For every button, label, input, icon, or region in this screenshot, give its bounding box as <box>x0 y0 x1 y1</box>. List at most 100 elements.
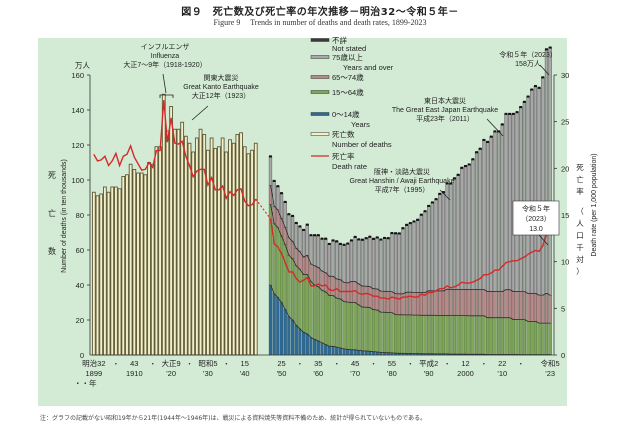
bar-cap-1986 <box>412 220 416 223</box>
x-tick-label-1965: ・ <box>333 361 340 368</box>
bar-age15_64-2020 <box>537 322 541 355</box>
bar-age15_64-1992 <box>434 315 438 355</box>
bar-age0_14-1947 <box>268 284 273 356</box>
bar-age65_74-2015 <box>519 291 523 320</box>
legend-label-age15_64: 15～64歳 <box>332 87 364 97</box>
annotation-kanto-line: 大正12年（1923） <box>192 91 250 100</box>
bar-age65_74-2019 <box>533 293 538 322</box>
bar-age15_64-1970 <box>353 302 357 350</box>
bar-total-1936 <box>228 139 232 356</box>
bar-cap-1990 <box>427 204 431 207</box>
bar-cap-1960 <box>316 234 320 236</box>
bar-age65_74-1955 <box>298 251 302 270</box>
bar-cap-1954 <box>294 221 298 224</box>
bar-age65_74-2023 <box>548 294 552 324</box>
bar-age75plus-2008 <box>493 132 497 292</box>
bar-age75plus-1969 <box>349 241 354 282</box>
bar-age0_14-1962 <box>324 344 328 356</box>
bar-age0_14-1955 <box>298 328 302 356</box>
bar-age0_14-1964 <box>331 346 335 356</box>
right-tick-label-15: 15 <box>561 211 569 220</box>
right-axis-label-jp-char: ） <box>576 267 584 276</box>
bar-age15_64-1976 <box>375 309 379 353</box>
chart-title-en: Figure 9 Trends in number of deaths and … <box>213 18 427 27</box>
bar-cap-2002 <box>471 158 475 160</box>
bar-age75plus-1976 <box>375 238 379 290</box>
annotation-influenza-line: Influenza <box>151 53 180 60</box>
bar-age65_74-2022 <box>544 293 549 324</box>
annotation-hanshin-line: Great Hanshin / Awaji Earthquake <box>350 178 455 185</box>
bar-age65_74-1982 <box>397 293 401 315</box>
left-tick-label-160: 160 <box>71 71 84 80</box>
right-axis-label-en: Death rate (per 1,000 population) <box>591 153 598 256</box>
bar-age65_74-2018 <box>530 293 534 322</box>
x-tick-label-1915: ・ <box>149 361 156 368</box>
boundary-age15_64 <box>270 204 551 324</box>
bar-age75plus-1964 <box>331 241 335 277</box>
bar-age65_74-1972 <box>360 285 365 308</box>
x-tick-label-2023: 令和5 <box>541 358 560 368</box>
bar-age75plus-1957 <box>305 225 309 256</box>
bar-cap-2019 <box>534 85 537 87</box>
bar-age15_64-1982 <box>397 314 401 354</box>
bar-total-1920 <box>169 106 174 356</box>
left-tick-label-20: 20 <box>76 316 84 325</box>
bar-total-1902 <box>102 186 107 356</box>
bar-total-1928 <box>198 128 203 356</box>
bar-age65_74-2017 <box>526 293 530 322</box>
reiwa-deaths-arrow <box>539 64 550 76</box>
bar-age75plus-2018 <box>530 90 534 294</box>
bar-cap-2010 <box>500 123 504 125</box>
legend-swatch-age15_64 <box>310 90 330 94</box>
bar-age75plus-1978 <box>382 238 387 292</box>
bar-total-1923 <box>180 121 185 356</box>
bar-age15_64-2012 <box>508 317 512 355</box>
legend-label-age65_74: 65～74歳 <box>332 72 364 82</box>
bar-age75plus-1992 <box>434 199 438 292</box>
bar-age0_14-1968 <box>346 349 350 356</box>
bar-age15_64-1975 <box>371 309 376 352</box>
bar-age15_64-1994 <box>441 315 446 355</box>
bar-age15_64-2019 <box>533 321 538 355</box>
bar-age15_64-1954 <box>294 265 298 326</box>
influenza-bracket <box>159 94 174 98</box>
bar-age65_74-1984 <box>405 291 409 316</box>
bar-age65_74-1956 <box>301 256 306 275</box>
x-tick-label-1935: ・ <box>223 361 230 368</box>
bar-age15_64-1985 <box>408 314 412 354</box>
legend-label-age0_14: 0～14歳 <box>332 109 360 119</box>
rate-line-prewar <box>93 100 257 207</box>
right-axis-label-jp-char: 死 <box>576 163 584 172</box>
bar-cap-1967 <box>342 243 346 246</box>
bar-cap-1957 <box>305 223 309 226</box>
bar-age75plus-1953 <box>290 216 295 242</box>
bar-cap-1966 <box>338 242 342 245</box>
bar-age0_14-1963 <box>327 346 331 356</box>
bar-total-1925 <box>187 142 192 356</box>
bar-cap-1977 <box>379 238 383 241</box>
legend-sublabel-rate: Death rate <box>332 162 367 171</box>
bar-age75plus-1954 <box>294 223 298 249</box>
bar-age65_74-2016 <box>522 291 527 320</box>
bar-age15_64-1966 <box>338 298 343 349</box>
bar-age75plus-1968 <box>346 244 350 284</box>
bar-cap-2001 <box>467 163 471 166</box>
bar-age65_74-2002 <box>471 289 475 316</box>
bar-cap-1962 <box>324 237 328 240</box>
bar-cap-1984 <box>405 223 409 226</box>
x-tick-sublabel-1950: '50 <box>277 369 287 378</box>
bar-cap-1982 <box>397 232 401 234</box>
x-tick-label-1955: ・ <box>296 361 303 368</box>
chart-title-jp: 図９ 死亡数及び死亡率の年次推移－明治32～令和５年－ <box>181 7 459 18</box>
bar-age65_74-2005 <box>482 289 486 316</box>
annotation-hanshin-line: 平成7年（1995） <box>375 185 429 194</box>
legend-sublabel-age75plus: Years and over <box>343 63 394 72</box>
boundary-age0_14 <box>270 284 551 356</box>
bar-cap-1989 <box>423 210 427 212</box>
bar-age75plus-1989 <box>423 211 427 293</box>
bar-age15_64-2011 <box>504 317 508 355</box>
bar-total-1909 <box>128 163 133 356</box>
bar-age65_74-1996 <box>449 289 453 316</box>
